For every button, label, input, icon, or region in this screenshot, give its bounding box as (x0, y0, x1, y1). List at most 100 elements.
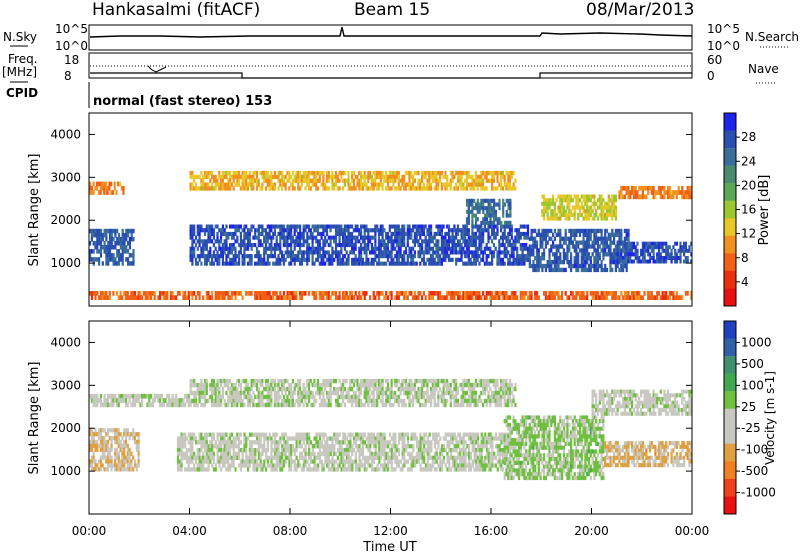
heatmap-cell-1-2 (286, 455, 289, 460)
heatmap-cell-0-9 (169, 295, 172, 300)
heatmap-cell-0-5 (611, 232, 614, 237)
heatmap-cell-1-1 (162, 398, 165, 403)
heatmap-cell-1-0 (132, 436, 135, 441)
heatmap-cell-1-2 (202, 463, 205, 468)
heatmap-cell-0-5 (575, 244, 578, 249)
heatmap-cell-0-2 (290, 250, 293, 255)
heatmap-cell-0-3 (369, 174, 372, 180)
heatmap-cell-0-6 (643, 245, 646, 250)
heatmap-cell-0-3 (376, 174, 379, 180)
heatmap-cell-1-2 (351, 444, 354, 449)
heatmap-cell-0-8 (659, 194, 662, 200)
heatmap-cell-0-2 (212, 243, 215, 248)
heatmap-cell-0-3 (361, 182, 364, 187)
heatmap-cell-1-2 (344, 448, 347, 453)
heatmap-cell-0-2 (428, 250, 431, 255)
heatmap-cell-1-0 (106, 439, 110, 445)
heatmap-cell-1-2 (315, 463, 318, 468)
heatmap-cell-0-6 (623, 245, 626, 250)
heatmap-cell-0-3 (268, 178, 271, 183)
heatmap-cell-0-9 (428, 291, 431, 296)
heatmap-cell-1-2 (227, 448, 230, 453)
heatmap-cell-0-2 (221, 243, 224, 248)
heatmap-cell-0-2 (254, 231, 257, 236)
heatmap-cell-1-0 (121, 459, 124, 464)
heatmap-cell-0-9 (257, 295, 260, 300)
heatmap-cell-1-2 (329, 451, 332, 457)
heatmap-cell-1-0 (115, 436, 119, 441)
heatmap-cell-0-7 (562, 194, 565, 199)
heatmap-cell-0-2 (245, 243, 248, 248)
heatmap-cell-0-2 (275, 243, 278, 248)
heatmap-cell-0-2 (241, 254, 244, 259)
heatmap-cell-0-2 (525, 243, 528, 248)
heatmap-cell-0-2 (512, 243, 515, 248)
heatmap-cell-0-2 (334, 243, 338, 248)
heatmap-cell-0-8 (632, 190, 635, 195)
heatmap-cell-0-2 (451, 257, 454, 262)
heatmap-cell-0-2 (320, 224, 323, 229)
heatmap-cell-0-7 (570, 212, 573, 217)
heatmap-cell-0-2 (370, 228, 373, 233)
heatmap-cell-0-3 (392, 178, 395, 183)
heatmap-cell-0-6 (657, 259, 661, 264)
heatmap-cell-1-2 (297, 459, 300, 464)
heatmap-cell-0-9 (241, 295, 244, 300)
heatmap-cell-1-2 (329, 436, 332, 441)
heatmap-cell-0-2 (424, 250, 427, 255)
heatmap-cell-0-0 (127, 257, 130, 262)
heatmap-cell-0-2 (338, 235, 341, 240)
heatmap-cell-0-0 (96, 257, 99, 262)
heatmap-cell-0-9 (485, 291, 488, 296)
heatmap-cell-0-9 (395, 291, 399, 296)
heatmap-cell-0-5 (580, 256, 583, 261)
heatmap-cell-0-9 (555, 291, 558, 296)
heatmap-cell-0-6 (623, 259, 626, 264)
heatmap-cell-0-2 (293, 261, 296, 266)
heatmap-cell-0-2 (505, 246, 508, 251)
heatmap-cell-0-2 (512, 239, 515, 244)
heatmap-cell-0-2 (272, 246, 275, 251)
heatmap-cell-0-2 (293, 231, 296, 236)
heatmap-cell-1-2 (327, 455, 330, 460)
heatmap-cell-1-2 (340, 451, 343, 457)
heatmap-cell-0-9 (514, 291, 517, 296)
heatmap-cell-0-3 (234, 174, 237, 180)
heatmap-cell-0-2 (315, 228, 318, 233)
heatmap-cell-0-7 (596, 198, 600, 203)
heatmap-cell-1-2 (302, 455, 305, 460)
heatmap-cell-0-7 (544, 198, 547, 203)
heatmap-cell-0-2 (365, 250, 368, 255)
heatmap-cell-1-2 (239, 467, 242, 472)
heatmap-cell-0-4 (480, 206, 483, 211)
heatmap-cell-0-2 (246, 254, 250, 259)
heatmap-cell-0-2 (300, 243, 303, 248)
heatmap-cell-0-9 (634, 291, 637, 296)
heatmap-cell-1-2 (257, 455, 260, 460)
heatmap-cell-1-0 (94, 463, 97, 468)
heatmap-cell-1-2 (324, 440, 327, 445)
heatmap-cell-1-0 (137, 447, 140, 452)
heatmap-cell-0-9 (424, 295, 427, 300)
heatmap-cell-1-0 (110, 463, 113, 468)
heatmap-cell-0-5 (589, 232, 592, 237)
heatmap-cell-0-3 (439, 174, 442, 180)
heatmap-cell-0-9 (132, 291, 135, 296)
heatmap-cell-0-4 (487, 198, 490, 203)
heatmap-cell-0-3 (379, 174, 382, 180)
heatmap-cell-0-2 (444, 250, 447, 255)
heatmap-cell-0-2 (275, 235, 278, 240)
heatmap-cell-0-2 (430, 257, 433, 262)
heatmap-cell-0-2 (246, 239, 250, 244)
heatmap-cell-0-3 (487, 170, 490, 176)
heatmap-cell-0-2 (230, 224, 233, 229)
heatmap-cell-0-2 (281, 228, 284, 233)
heatmap-cell-0-2 (234, 228, 237, 233)
heatmap-cell-0-2 (514, 257, 517, 262)
heatmap-cell-0-2 (203, 254, 207, 259)
heatmap-cell-0-2 (519, 254, 522, 259)
heatmap-cell-0-3 (264, 178, 268, 183)
heatmap-cell-0-2 (193, 246, 196, 251)
heatmap-cell-0-9 (103, 291, 106, 296)
heatmap-cell-0-3 (232, 178, 235, 183)
